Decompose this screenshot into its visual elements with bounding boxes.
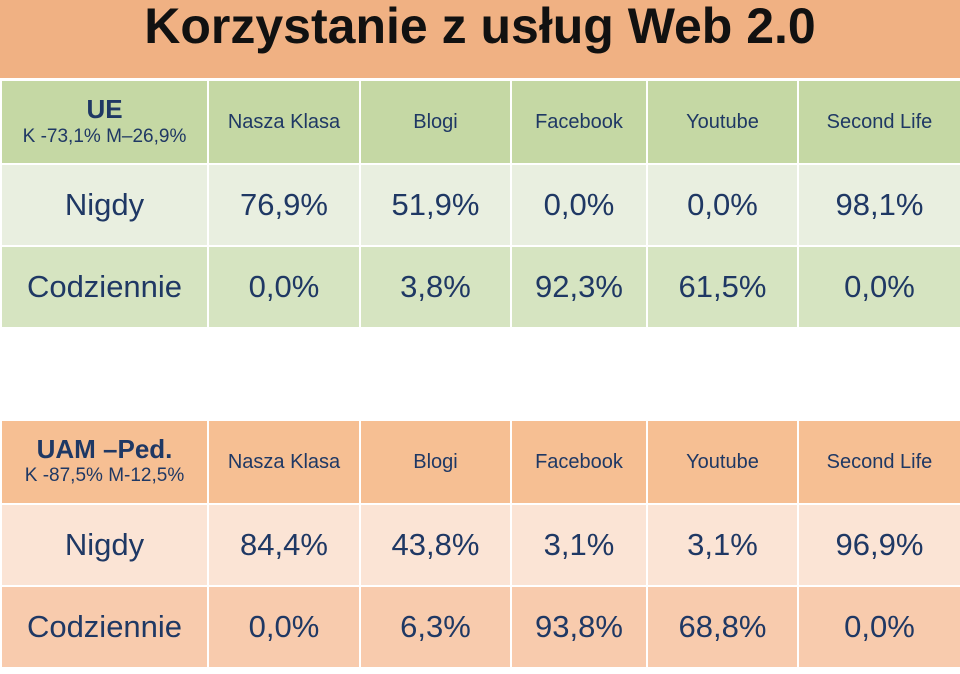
table-header-row: UAM –Ped. K -87,5% M-12,5% Nasza Klasa B… [0,419,960,505]
group-title: UE [86,94,123,124]
table-cell: 43,8% [359,503,512,587]
column-header: Youtube [646,419,799,505]
table-cell: 3,1% [646,503,799,587]
table-cell: 0,0% [646,163,799,247]
table-row: Codziennie 0,0% 3,8% 92,3% 61,5% 0,0% [0,245,960,329]
group-subtitle: K -73,1% M–26,9% [22,126,187,147]
table-row: Nigdy 76,9% 51,9% 0,0% 0,0% 98,1% [0,163,960,247]
table-cell: 0,0% [207,245,361,329]
table-cell: 3,1% [510,503,648,587]
column-header: Youtube [646,79,799,165]
table-cell: 0,0% [797,245,960,329]
table-cell: 0,0% [207,585,361,669]
table-cell: 93,8% [510,585,648,669]
table-ue: UE K -73,1% M–26,9% Nasza Klasa Blogi Fa… [0,79,960,329]
group-title: UAM –Ped. [36,434,173,464]
table-cell: 96,9% [797,503,960,587]
table-cell: 0,0% [510,163,648,247]
column-header: Blogi [359,419,512,505]
table-cell: 0,0% [797,585,960,669]
corner-cell: UAM –Ped. K -87,5% M-12,5% [0,419,209,505]
table-cell: 3,8% [359,245,512,329]
column-header: Second Life [797,79,960,165]
row-label: Codziennie [0,585,209,669]
table-header-row: UE K -73,1% M–26,9% Nasza Klasa Blogi Fa… [0,79,960,165]
table-cell: 84,4% [207,503,361,587]
column-header: Second Life [797,419,960,505]
table-row: Nigdy 84,4% 43,8% 3,1% 3,1% 96,9% [0,503,960,587]
table-cell: 92,3% [510,245,648,329]
slide-title: Korzystanie z usług Web 2.0 [144,0,816,54]
column-header: Nasza Klasa [207,79,361,165]
table-cell: 68,8% [646,585,799,669]
column-header: Facebook [510,419,648,505]
column-header: Blogi [359,79,512,165]
row-label: Codziennie [0,245,209,329]
table-uam: UAM –Ped. K -87,5% M-12,5% Nasza Klasa B… [0,419,960,669]
group-subtitle: K -87,5% M-12,5% [24,465,185,486]
table-cell: 61,5% [646,245,799,329]
column-header: Facebook [510,79,648,165]
table-row: Codziennie 0,0% 6,3% 93,8% 68,8% 0,0% [0,585,960,669]
table-cell: 6,3% [359,585,512,669]
row-label: Nigdy [0,163,209,247]
table-cell: 51,9% [359,163,512,247]
column-header: Nasza Klasa [207,419,361,505]
table-cell: 76,9% [207,163,361,247]
title-band [0,0,960,78]
table-cell: 98,1% [797,163,960,247]
row-label: Nigdy [0,503,209,587]
corner-cell: UE K -73,1% M–26,9% [0,79,209,165]
